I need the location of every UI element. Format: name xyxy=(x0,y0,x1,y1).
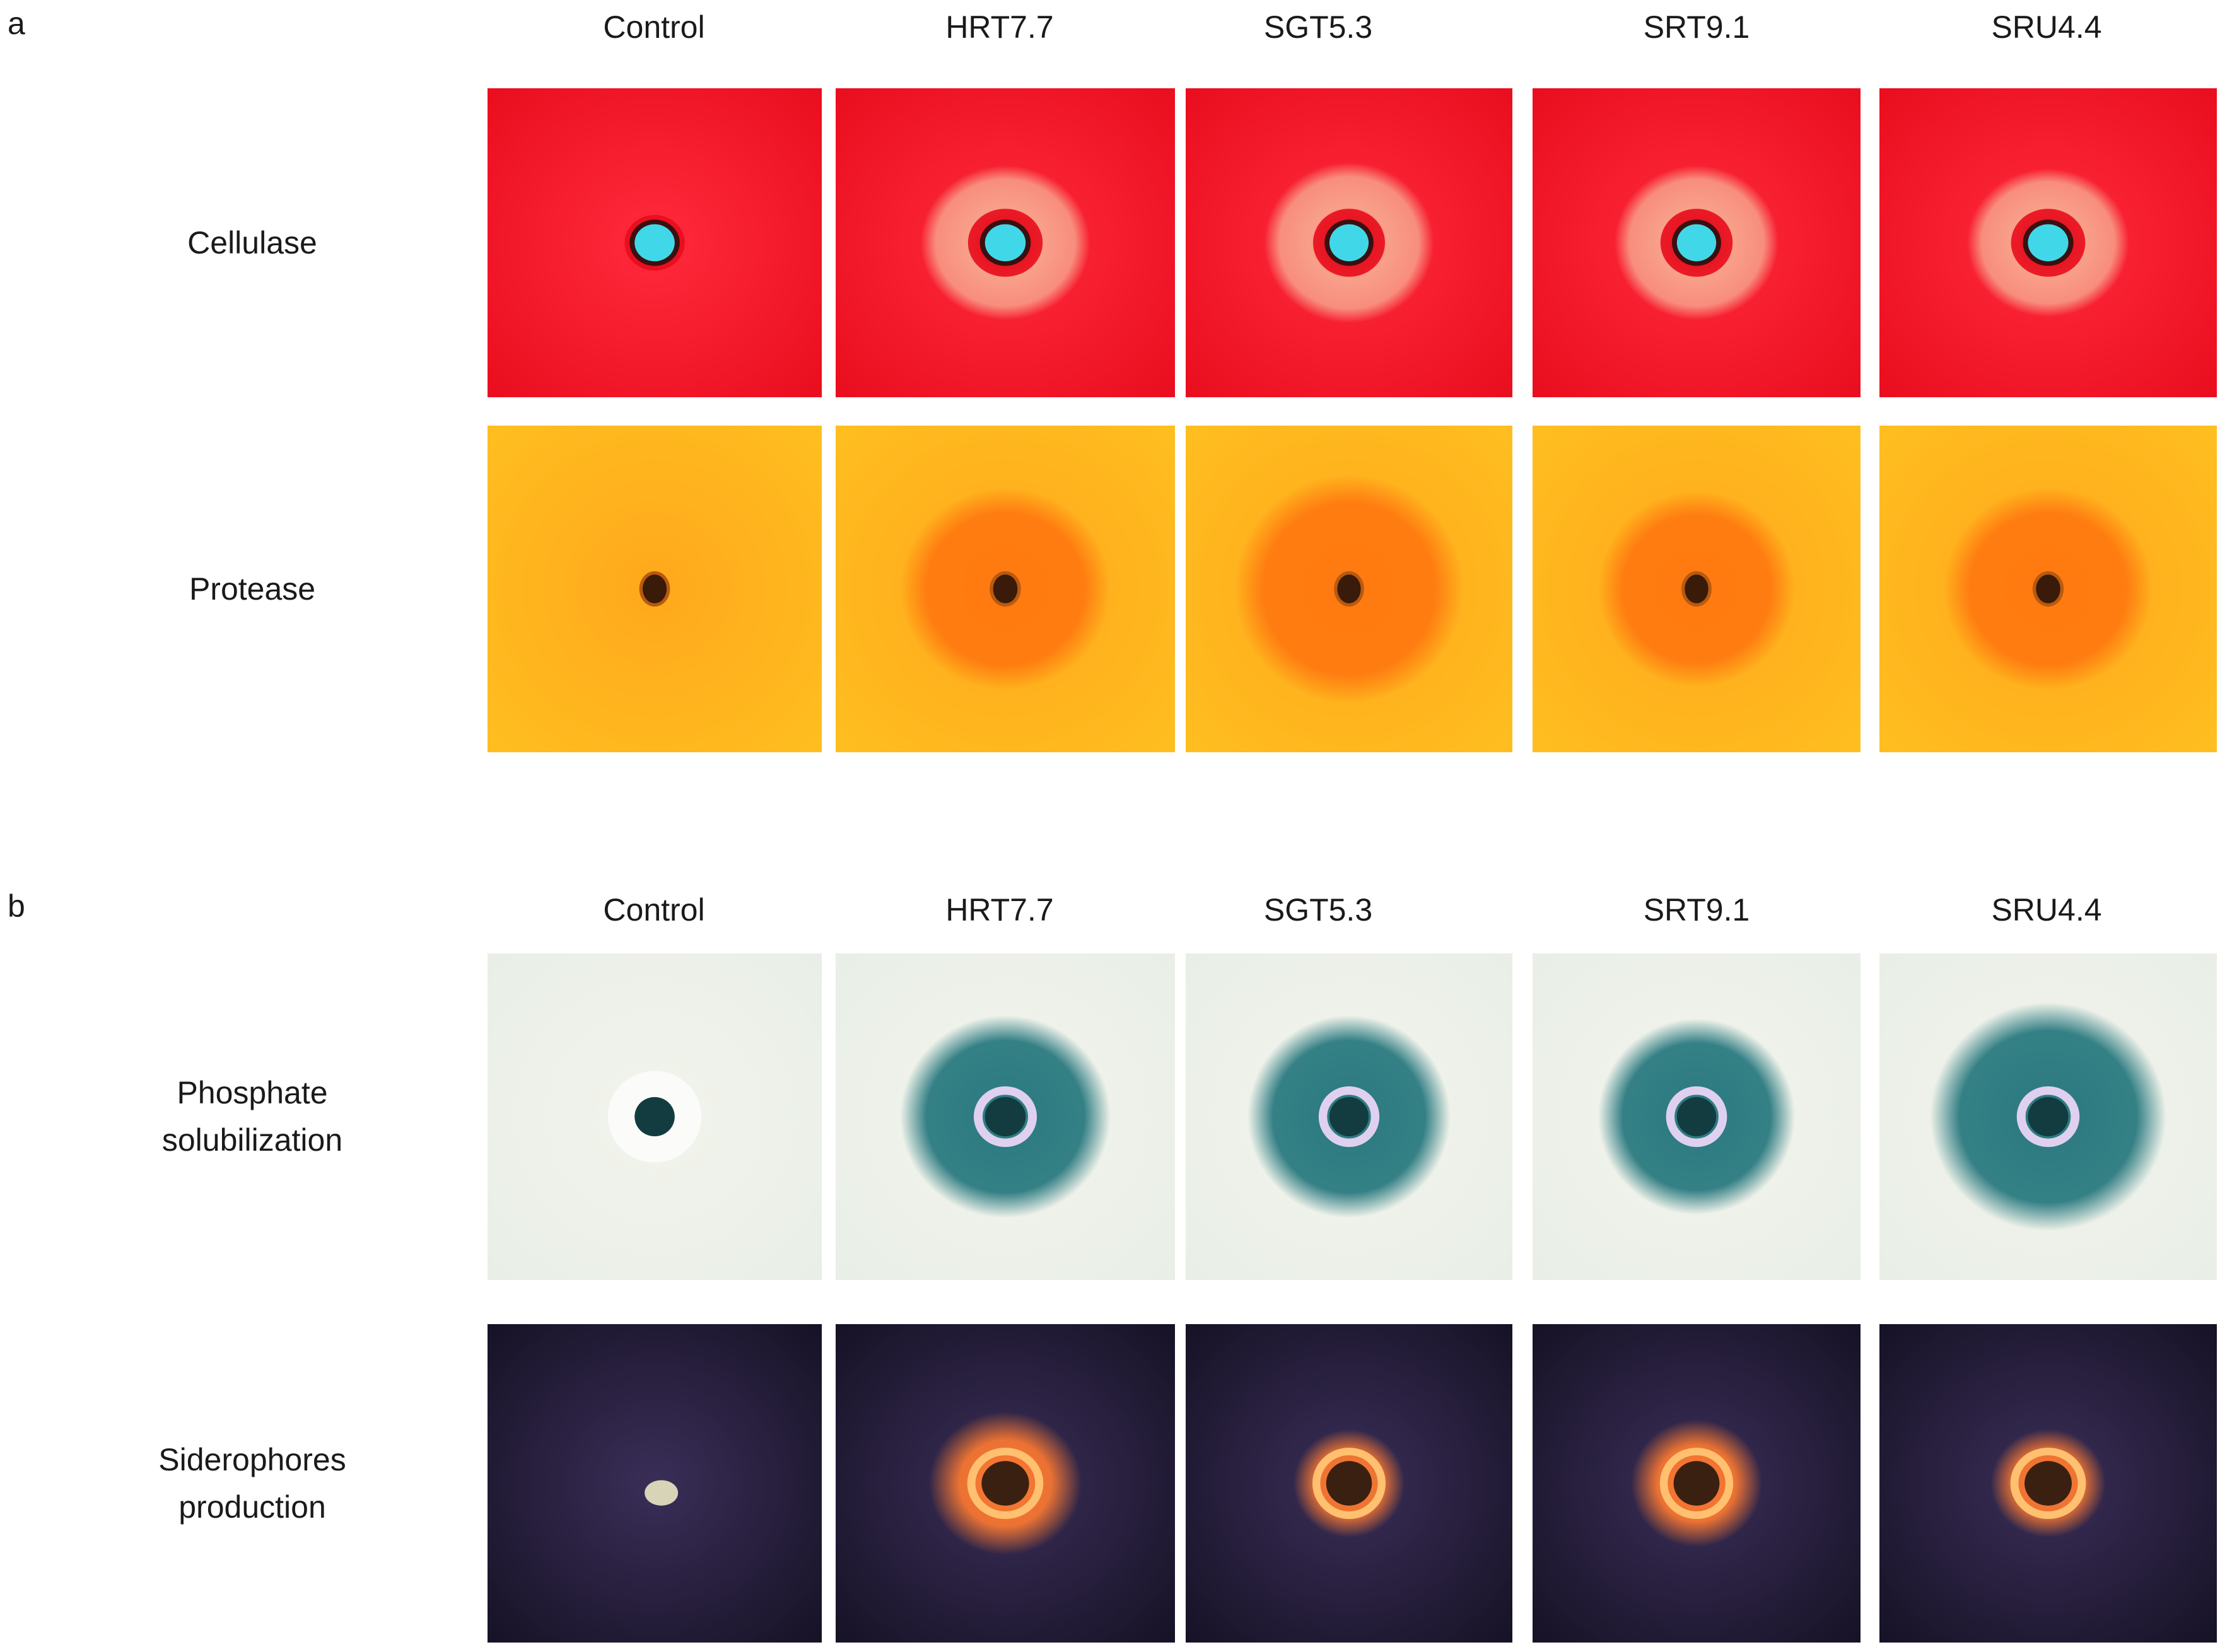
assay-image-siderophore-sgt5-3 xyxy=(1186,1324,1512,1643)
assay-image-cellulase-hrt7-7 xyxy=(836,88,1175,397)
assay-image-siderophore-hrt7-7 xyxy=(836,1324,1175,1643)
column-header-sru4-4: SRU4.4 xyxy=(1991,892,2102,928)
column-header-srt9-1: SRT9.1 xyxy=(1643,892,1750,928)
assay-image-siderophore-srt9-1 xyxy=(1533,1324,1861,1643)
panel-label-b: b xyxy=(8,888,25,924)
assay-image-siderophore-sru4-4 xyxy=(1879,1324,2217,1643)
assay-image-protease-srt9-1 xyxy=(1533,426,1861,752)
column-header-sru4-4: SRU4.4 xyxy=(1991,9,2102,45)
assay-image-cellulase-sru4-4 xyxy=(1879,88,2217,397)
row-label-siderophore: Siderophores production xyxy=(158,1441,346,1525)
column-header-sgt5-3: SGT5.3 xyxy=(1263,892,1373,928)
row-label-protease: Protease xyxy=(189,571,316,607)
assay-image-cellulase-srt9-1 xyxy=(1533,88,1861,397)
assay-image-phosphate-sgt5-3 xyxy=(1186,953,1512,1280)
assay-image-phosphate-control xyxy=(488,953,822,1280)
assay-image-phosphate-sru4-4 xyxy=(1879,953,2217,1280)
column-header-hrt7-7: HRT7.7 xyxy=(945,9,1054,45)
row-label-phosphate: Phosphate solubilization xyxy=(161,1075,343,1158)
assay-image-phosphate-srt9-1 xyxy=(1533,953,1861,1280)
column-header-sgt5-3: SGT5.3 xyxy=(1263,9,1373,45)
row-label-cellulase: Cellulase xyxy=(187,224,317,260)
assay-image-cellulase-sgt5-3 xyxy=(1186,88,1512,397)
column-header-hrt7-7: HRT7.7 xyxy=(945,892,1054,928)
assay-image-cellulase-control xyxy=(488,88,822,397)
assay-image-protease-hrt7-7 xyxy=(836,426,1175,752)
assay-image-protease-control xyxy=(488,426,822,752)
column-header-srt9-1: SRT9.1 xyxy=(1643,9,1750,45)
panel-label-a: a xyxy=(8,6,25,41)
column-header-control: Control xyxy=(603,9,705,45)
assay-image-siderophore-control xyxy=(488,1324,822,1643)
assay-image-protease-sru4-4 xyxy=(1879,426,2217,752)
assay-image-protease-sgt5-3 xyxy=(1186,426,1512,752)
assay-image-phosphate-hrt7-7 xyxy=(836,953,1175,1280)
column-header-control: Control xyxy=(603,892,705,928)
